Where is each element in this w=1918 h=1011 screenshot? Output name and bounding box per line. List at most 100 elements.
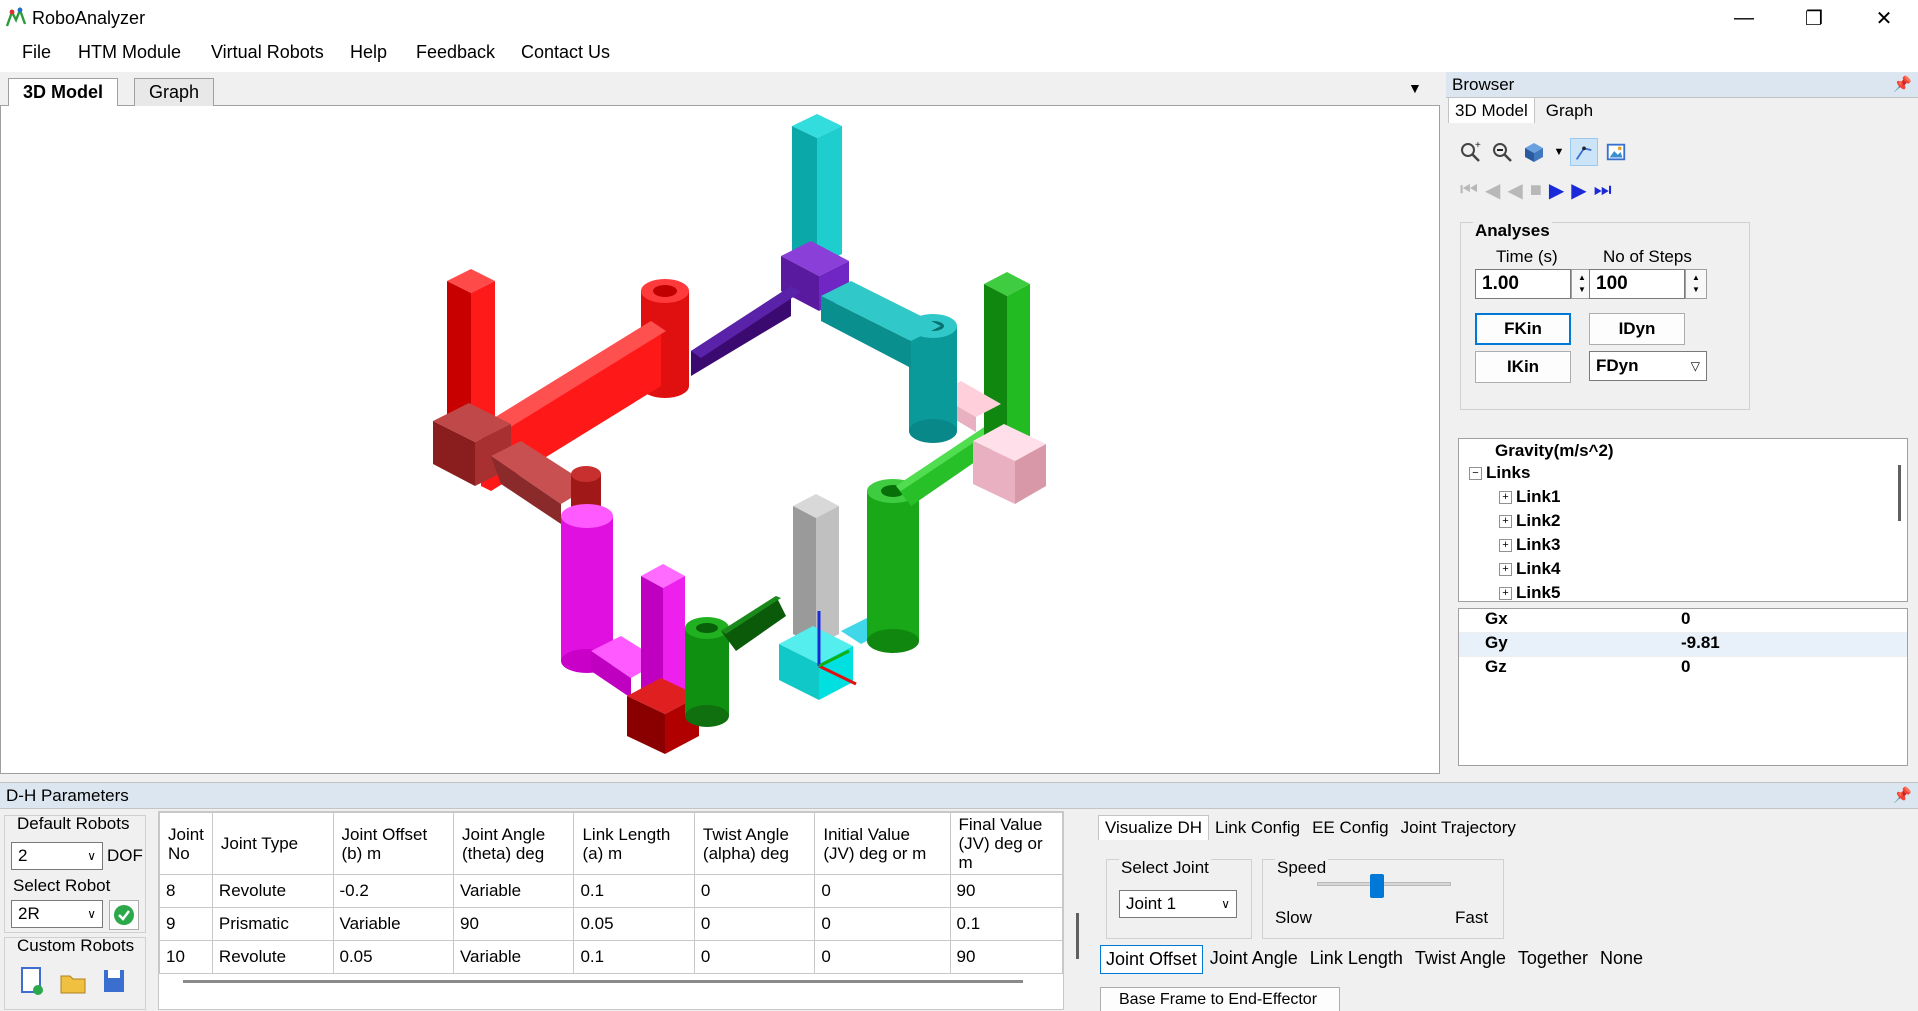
ikin-button[interactable]: IKin xyxy=(1475,351,1571,383)
load-robot-button[interactable] xyxy=(109,900,139,930)
menu-feedback[interactable]: Feedback xyxy=(416,42,496,62)
browser-tab-3d-model[interactable]: 3D Model xyxy=(1448,97,1535,123)
open-folder-icon[interactable] xyxy=(59,966,87,996)
minimize-button[interactable]: — xyxy=(1734,6,1754,29)
cell[interactable]: Variable xyxy=(332,907,454,941)
property-row[interactable]: Gz 0 xyxy=(1459,657,1907,681)
cell[interactable]: 0.1 xyxy=(949,907,1063,941)
tab-visualize-dh[interactable]: Visualize DH xyxy=(1098,815,1210,840)
browser-tab-graph[interactable]: Graph xyxy=(1545,101,1594,120)
cell[interactable]: 0.1 xyxy=(573,940,695,974)
cell[interactable]: 0 xyxy=(814,907,951,941)
3d-viewport[interactable] xyxy=(1,106,1439,773)
col-link-length[interactable]: Link Length (a) m xyxy=(573,812,695,875)
property-row[interactable]: Gy -9.81 xyxy=(1459,633,1907,657)
tab-graph[interactable]: Graph xyxy=(134,78,215,106)
expand-icon[interactable]: + xyxy=(1499,539,1512,553)
cell[interactable]: 0 xyxy=(814,874,951,908)
tree-link-item[interactable]: + Link4 xyxy=(1459,559,1907,583)
cell[interactable]: 9 xyxy=(159,907,213,941)
tree-gravity[interactable]: Gravity(m/s^2) xyxy=(1495,441,1614,460)
cell[interactable]: -0.2 xyxy=(332,874,454,908)
col-twist-angle[interactable]: Twist Angle (alpha) deg xyxy=(693,812,816,875)
option-none[interactable]: None xyxy=(1599,948,1644,968)
time-input[interactable]: 1.00 xyxy=(1475,269,1571,299)
dropdown-icon[interactable]: ▼ xyxy=(1553,146,1565,158)
tree-links[interactable]: − Links xyxy=(1459,463,1907,487)
tab-link-config[interactable]: Link Config xyxy=(1215,818,1301,837)
menu-virtual-robots[interactable]: Virtual Robots xyxy=(211,42,324,62)
option-together[interactable]: Together xyxy=(1517,948,1588,968)
tree-link-item[interactable]: + Link2 xyxy=(1459,511,1907,535)
first-frame-icon[interactable]: ⏮ xyxy=(1460,179,1478,201)
expand-icon[interactable]: + xyxy=(1499,587,1512,601)
tab-3d-model[interactable]: 3D Model xyxy=(8,78,119,107)
col-initial-value[interactable]: Initial Value (JV) deg or m xyxy=(814,812,951,875)
cell[interactable]: Variable xyxy=(452,874,575,908)
table-row[interactable]: 9 Prismatic Variable 90 0.05 0 0 0.1 xyxy=(159,907,1063,941)
steps-spinner[interactable]: ▲ ▼ xyxy=(1685,269,1707,299)
property-value[interactable]: 0 xyxy=(1681,657,1691,676)
restore-button[interactable]: ❐ xyxy=(1805,7,1823,30)
cell[interactable]: 10 xyxy=(159,940,213,974)
menu-contact-us[interactable]: Contact Us xyxy=(521,42,611,62)
col-joint-angle[interactable]: Joint Angle (theta) deg xyxy=(452,812,575,875)
last-frame-icon[interactable]: ⏭ xyxy=(1593,179,1612,201)
speed-slider-thumb[interactable] xyxy=(1370,874,1385,898)
horizontal-scrollbar[interactable] xyxy=(183,980,1023,983)
expand-icon[interactable]: + xyxy=(1499,491,1512,505)
collapse-icon[interactable]: − xyxy=(1469,467,1482,481)
idyn-button[interactable]: IDyn xyxy=(1589,313,1685,345)
expand-icon[interactable]: + xyxy=(1499,563,1512,577)
option-twist-angle[interactable]: Twist Angle xyxy=(1414,948,1506,968)
cell[interactable]: 0.05 xyxy=(332,940,454,974)
cell[interactable]: 0 xyxy=(814,940,951,974)
view-cube-icon[interactable] xyxy=(1520,138,1548,166)
play-icon[interactable]: ▶ xyxy=(1548,180,1565,202)
col-joint-type[interactable]: Joint Type xyxy=(211,812,334,875)
steps-input[interactable]: 100 xyxy=(1589,269,1685,299)
cell[interactable]: Revolute xyxy=(211,874,334,908)
property-value[interactable]: 0 xyxy=(1681,609,1691,628)
table-row[interactable]: 8 Revolute -0.2 Variable 0.1 0 0 90 xyxy=(159,874,1063,908)
tree-link-item[interactable]: + Link5 xyxy=(1459,583,1907,601)
menu-htm-module[interactable]: HTM Module xyxy=(78,42,182,62)
step-forward-icon[interactable]: ▶ xyxy=(1571,180,1587,202)
option-link-length[interactable]: Link Length xyxy=(1309,948,1403,968)
cell[interactable]: Prismatic xyxy=(211,907,334,941)
option-joint-angle[interactable]: Joint Angle xyxy=(1209,948,1298,968)
dof-select[interactable]: 2 ∨ xyxy=(11,842,103,870)
triangle-down-icon[interactable]: ▼ xyxy=(1408,80,1422,96)
cell[interactable]: 0 xyxy=(693,907,816,941)
cell[interactable]: 0 xyxy=(693,940,816,974)
play-back-icon[interactable]: ◀ xyxy=(1507,180,1523,202)
zoom-in-icon[interactable]: + xyxy=(1456,138,1484,166)
zoom-out-icon[interactable] xyxy=(1488,138,1516,166)
tree-link-item[interactable]: + Link3 xyxy=(1459,535,1907,559)
table-row[interactable]: 10 Revolute 0.05 Variable 0.1 0 0 90 xyxy=(159,940,1063,974)
cell[interactable]: 0.05 xyxy=(573,907,695,941)
cell[interactable]: 90 xyxy=(949,940,1063,974)
property-row[interactable]: Gx 0 xyxy=(1459,609,1907,633)
cell[interactable]: Variable xyxy=(452,940,575,974)
tree-scrollbar[interactable] xyxy=(1898,465,1901,521)
save-image-icon[interactable] xyxy=(1602,138,1630,166)
cell[interactable]: 8 xyxy=(159,874,213,908)
save-icon[interactable] xyxy=(101,966,127,996)
option-joint-offset[interactable]: Joint Offset xyxy=(1100,945,1203,974)
col-joint-offset[interactable]: Joint Offset (b) m xyxy=(332,812,454,875)
fdyn-select[interactable]: FDyn ▽ xyxy=(1589,351,1707,381)
stop-icon[interactable]: ■ xyxy=(1529,179,1542,201)
robot-select[interactable]: 2R ∨ xyxy=(11,900,103,928)
frame-icon[interactable] xyxy=(1570,138,1598,166)
cell[interactable]: Revolute xyxy=(211,940,334,974)
vertical-scrollbar[interactable] xyxy=(1076,913,1079,959)
menu-help[interactable]: Help xyxy=(350,42,388,62)
col-joint-no[interactable]: Joint No xyxy=(159,812,213,875)
property-value[interactable]: -9.81 xyxy=(1681,633,1720,652)
tree-link-item[interactable]: + Link1 xyxy=(1459,487,1907,511)
menu-file[interactable]: File xyxy=(22,42,52,62)
tab-ee-config[interactable]: EE Config xyxy=(1312,818,1389,837)
base-to-ee-button[interactable]: Base Frame to End-Effector xyxy=(1100,987,1340,1011)
expand-icon[interactable]: + xyxy=(1499,515,1512,529)
